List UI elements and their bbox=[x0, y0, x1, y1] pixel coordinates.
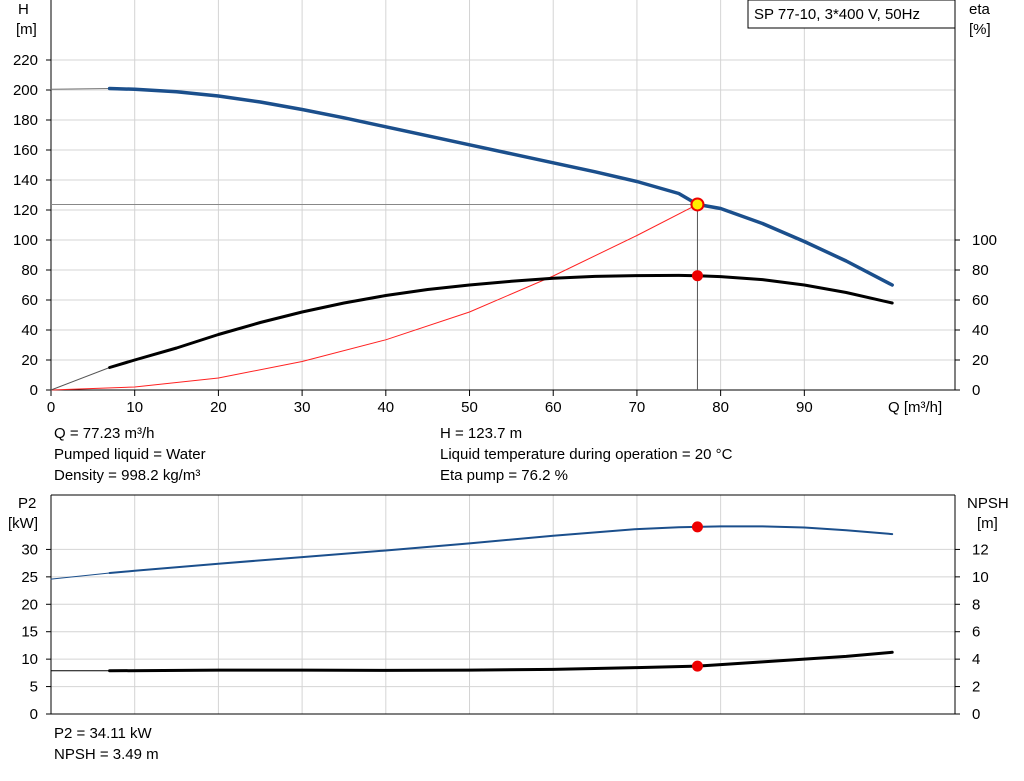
y-axis-title: H bbox=[18, 1, 29, 18]
y-tick-label: 100 bbox=[13, 232, 38, 249]
y2-tick-label: 12 bbox=[972, 541, 989, 558]
y-tick-label: 40 bbox=[21, 322, 38, 339]
y2-tick-label: 4 bbox=[972, 651, 980, 668]
y-tick-label: 30 bbox=[21, 541, 38, 558]
y-tick-label: 200 bbox=[13, 82, 38, 99]
y-tick-label: 0 bbox=[30, 382, 38, 399]
y2-axis-unit: [m] bbox=[977, 515, 998, 532]
y-tick-label: 160 bbox=[13, 142, 38, 159]
info-p2: P2 = 34.11 kW bbox=[54, 725, 152, 742]
y-tick-label: 0 bbox=[30, 706, 38, 723]
legend-box bbox=[747, 0, 956, 29]
series-eta-line bbox=[108, 273, 894, 369]
y-tick-label: 20 bbox=[21, 352, 38, 369]
y-tick-label: 140 bbox=[13, 172, 38, 189]
series-H-line bbox=[107, 86, 894, 287]
y-tick-label: 120 bbox=[13, 202, 38, 219]
x-tick-label: 10 bbox=[126, 399, 143, 416]
y2-tick-label: 40 bbox=[972, 322, 989, 339]
x-axis-title: Q [m³/h] bbox=[888, 399, 942, 416]
x-tick-label: 30 bbox=[294, 399, 311, 416]
y-tick-label: 10 bbox=[21, 651, 38, 668]
x-tick-label: 90 bbox=[796, 399, 813, 416]
y2-axis-title: NPSH bbox=[967, 495, 1009, 512]
x-tick-label: 50 bbox=[461, 399, 478, 416]
series-H-extrap-line bbox=[50, 88, 111, 90]
duty-point-head-marker bbox=[690, 197, 705, 212]
duty-point-eta-marker bbox=[691, 270, 703, 282]
y-tick-label: 220 bbox=[13, 52, 38, 69]
series-NPSH-line bbox=[108, 650, 894, 673]
x-tick-label: 70 bbox=[629, 399, 646, 416]
series-P2-line bbox=[108, 525, 894, 574]
info-eta: Eta pump = 76.2 % bbox=[440, 467, 568, 484]
info-density: Density = 998.2 kg/m³ bbox=[54, 467, 201, 484]
y-tick-label: 60 bbox=[21, 292, 38, 309]
info-temperature: Liquid temperature during operation = 20… bbox=[440, 446, 733, 463]
x-tick-label: 0 bbox=[47, 399, 55, 416]
series-system-line bbox=[50, 203, 698, 391]
y2-axis-title: eta bbox=[969, 1, 991, 18]
legend-text: SP 77-10, 3*400 V, 50Hz bbox=[754, 6, 920, 23]
y2-tick-label: 80 bbox=[972, 262, 989, 279]
y-tick-label: 15 bbox=[21, 624, 38, 641]
y2-tick-label: 10 bbox=[972, 569, 989, 586]
y-axis-unit: [kW] bbox=[8, 515, 38, 532]
y2-tick-label: 8 bbox=[972, 596, 980, 613]
y2-tick-label: 100 bbox=[972, 232, 997, 249]
x-tick-label: 20 bbox=[210, 399, 227, 416]
y-tick-label: 80 bbox=[21, 262, 38, 279]
series-eta-extrap-line bbox=[50, 367, 111, 391]
y-tick-label: 180 bbox=[13, 112, 38, 129]
x-tick-label: 40 bbox=[377, 399, 394, 416]
y-tick-label: 5 bbox=[30, 679, 38, 696]
y-tick-label: 20 bbox=[21, 596, 38, 613]
y2-tick-label: 0 bbox=[972, 382, 980, 399]
duty-point-npsh-marker bbox=[691, 660, 703, 672]
y2-axis-unit: [%] bbox=[969, 21, 991, 38]
y-tick-label: 25 bbox=[21, 569, 38, 586]
info-liquid: Pumped liquid = Water bbox=[54, 446, 206, 463]
y2-tick-label: 60 bbox=[972, 292, 989, 309]
info-head: H = 123.7 m bbox=[440, 425, 523, 442]
y-axis-unit: [m] bbox=[16, 21, 37, 38]
duty-point-p2-marker bbox=[691, 521, 703, 533]
info-flow: Q = 77.23 m³/h bbox=[54, 425, 155, 442]
y2-tick-label: 2 bbox=[972, 679, 980, 696]
y2-tick-label: 20 bbox=[972, 352, 989, 369]
y2-tick-label: 6 bbox=[972, 624, 980, 641]
series-P2-extrap-line bbox=[50, 572, 111, 580]
y2-tick-label: 0 bbox=[972, 706, 980, 723]
x-tick-label: 80 bbox=[712, 399, 729, 416]
power-npsh-panel: 0 5 10 15 20 25 30 0 2 4 6 8 10 12 P2 [kW] NPSH [m] bbox=[8, 494, 1009, 723]
x-tick-label: 60 bbox=[545, 399, 562, 416]
info-npsh: NPSH = 3.49 m bbox=[54, 746, 159, 763]
head-efficiency-panel: 0204060801001201401601802002200204060801… bbox=[13, 0, 997, 416]
y-axis-title: P2 bbox=[18, 495, 36, 512]
